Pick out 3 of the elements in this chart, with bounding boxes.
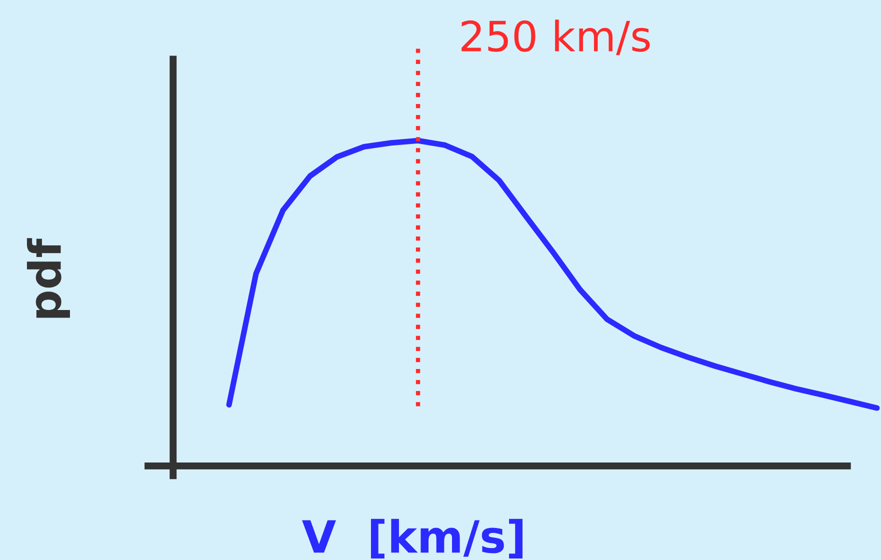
y-axis-title: pdf (26, 238, 70, 318)
text: 250 km/s (462, 20, 650, 56)
x-axis-title: V [km/s] (302, 518, 523, 559)
